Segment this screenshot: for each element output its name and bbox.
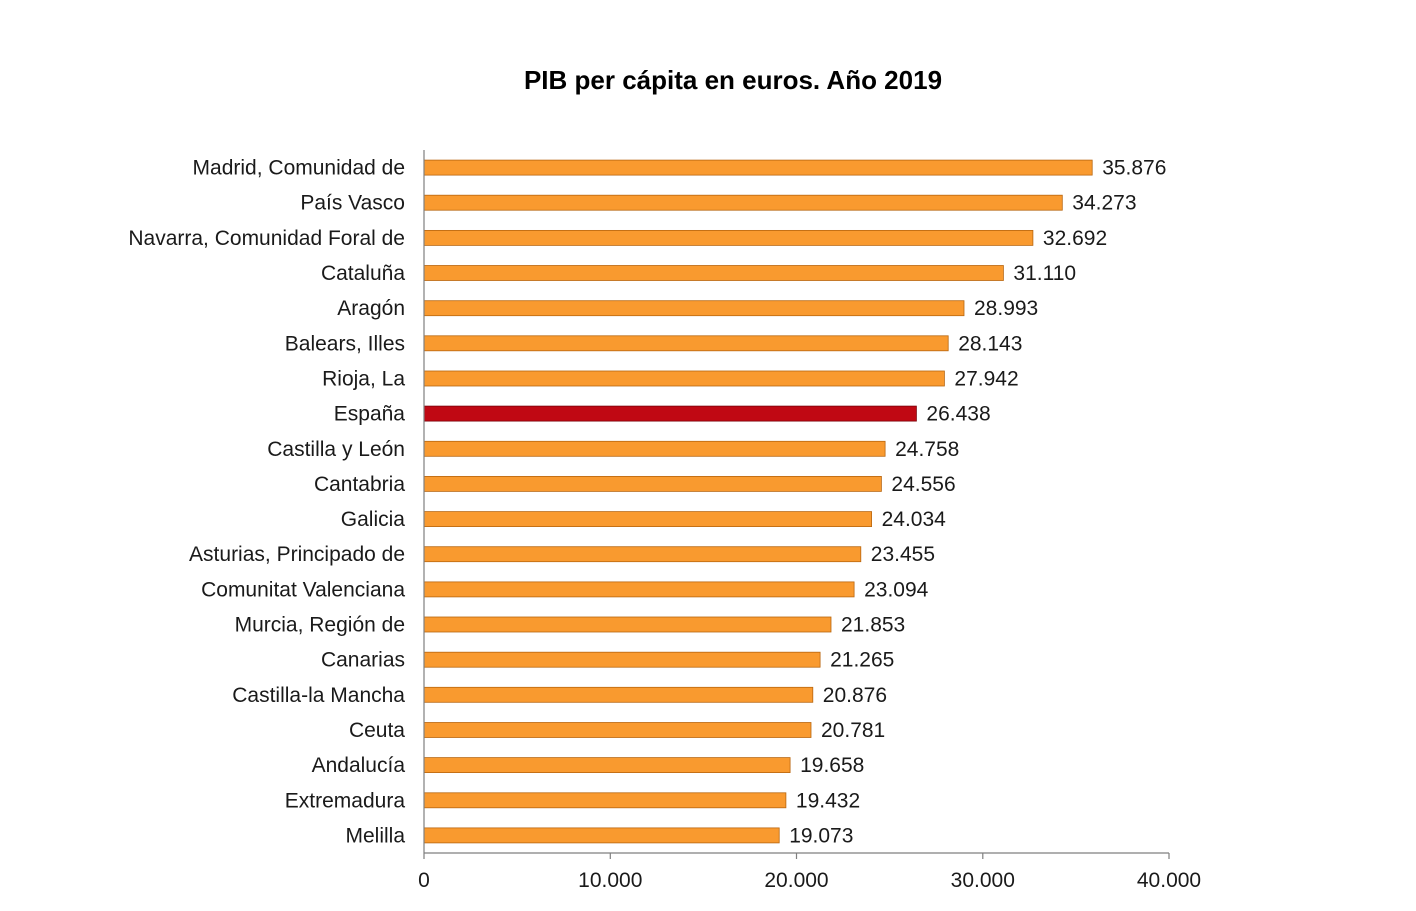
x-tick-label-3: 30.000 <box>951 869 1015 892</box>
bar-rioja-la <box>423 370 945 387</box>
category-label-murcia-region-de: Murcia, Región de <box>235 614 405 637</box>
axes <box>423 150 1169 854</box>
value-label-extremadura: 19.432 <box>796 789 860 812</box>
bar-andalucia <box>423 757 791 773</box>
value-label-espana: 26.438 <box>926 403 990 426</box>
bar-cantabria <box>423 475 882 492</box>
value-label-melilla: 19.073 <box>789 824 853 847</box>
value-label-ceuta: 20.781 <box>821 719 885 742</box>
value-label-andalucia: 19.658 <box>800 754 864 777</box>
x-tick-label-4: 40.000 <box>1137 869 1201 892</box>
bar-asturias-principado-de <box>423 546 862 563</box>
category-label-balears-illes: Balears, Illes <box>285 332 405 355</box>
category-label-comunitat-valenciana: Comunitat Valenciana <box>201 578 405 601</box>
x-tick-label-1: 10.000 <box>578 869 642 892</box>
category-label-ceuta: Ceuta <box>349 719 405 742</box>
value-label-navarra-comunidad-foral-de: 32.692 <box>1043 227 1107 250</box>
value-label-madrid-comunidad-de: 35.876 <box>1102 157 1166 180</box>
category-label-cantabria: Cantabria <box>314 473 405 496</box>
value-label-rioja-la: 27.942 <box>954 368 1018 391</box>
value-label-asturias-principado-de: 23.455 <box>871 543 935 566</box>
category-label-castilla-la-mancha: Castilla-la Mancha <box>232 684 405 707</box>
bar-madrid-comunidad-de <box>423 159 1093 176</box>
value-label-castilla-la-mancha: 20.876 <box>823 684 887 707</box>
category-labels: Madrid, Comunidad de País Vasco Navarra, C… <box>128 157 405 848</box>
value-label-murcia-region-de: 21.853 <box>841 614 905 637</box>
x-tick-label-2: 20.000 <box>764 869 828 892</box>
category-label-cataluna: Cataluña <box>321 262 405 285</box>
category-label-asturias-principado-de: Asturias, Principado de <box>189 543 405 566</box>
bar-pais-vasco <box>423 194 1063 211</box>
x-tick-label-0: 0 <box>418 869 430 892</box>
value-label-pais-vasco: 34.273 <box>1072 192 1136 215</box>
value-label-comunitat-valenciana: 23.094 <box>864 578 929 601</box>
bar-castilla-la-mancha <box>423 686 814 703</box>
category-label-navarra-comunidad-foral-de: Navarra, Comunidad Foral de <box>128 227 405 250</box>
bars-layer <box>423 159 1093 844</box>
bar-cataluna <box>423 265 1004 281</box>
bar-murcia-region-de <box>423 616 832 633</box>
category-label-aragon: Aragón <box>337 297 405 320</box>
value-label-cantabria: 24.556 <box>891 473 955 496</box>
category-label-andalucia: Andalucía <box>312 754 406 777</box>
category-label-espana: España <box>334 403 406 426</box>
category-label-rioja-la: Rioja, La <box>322 368 405 391</box>
bar-extremadura <box>423 792 787 809</box>
bar-aragon <box>423 300 965 317</box>
bar-canarias <box>423 651 821 668</box>
bar-castilla-y-leon <box>423 440 886 457</box>
category-label-canarias: Canarias <box>321 649 405 672</box>
bar-ceuta <box>423 722 812 738</box>
category-label-pais-vasco: País Vasco <box>300 192 405 215</box>
value-labels: 35.876 34.273 32.692 31.110 28.993 28.143 27.9… <box>789 157 1166 848</box>
bar-comunitat-valenciana <box>423 581 855 598</box>
chart-title: PIB per cápita en euros. Año 2019 <box>524 65 942 95</box>
value-label-castilla-y-leon: 24.758 <box>895 438 959 461</box>
category-label-extremadura: Extremadura <box>285 789 406 812</box>
value-label-canarias: 21.265 <box>830 649 894 672</box>
value-label-balears-illes: 28.143 <box>958 332 1022 355</box>
category-label-galicia: Galicia <box>341 508 406 531</box>
category-label-madrid-comunidad-de: Madrid, Comunidad de <box>193 157 405 180</box>
bar-espana <box>423 405 917 422</box>
value-label-aragon: 28.993 <box>974 297 1038 320</box>
bar-galicia <box>423 511 873 528</box>
category-label-castilla-y-leon: Castilla y León <box>267 438 405 461</box>
value-label-galicia: 24.034 <box>882 508 947 531</box>
value-label-cataluna: 31.110 <box>1013 262 1076 285</box>
bar-navarra-comunidad-foral-de <box>423 229 1034 246</box>
bar-melilla <box>423 827 780 844</box>
bar-balears-illes <box>423 335 949 352</box>
category-label-melilla: Melilla <box>345 824 405 847</box>
x-axis-ticks: 0 10.000 20.000 30.000 40.000 <box>418 853 1201 892</box>
